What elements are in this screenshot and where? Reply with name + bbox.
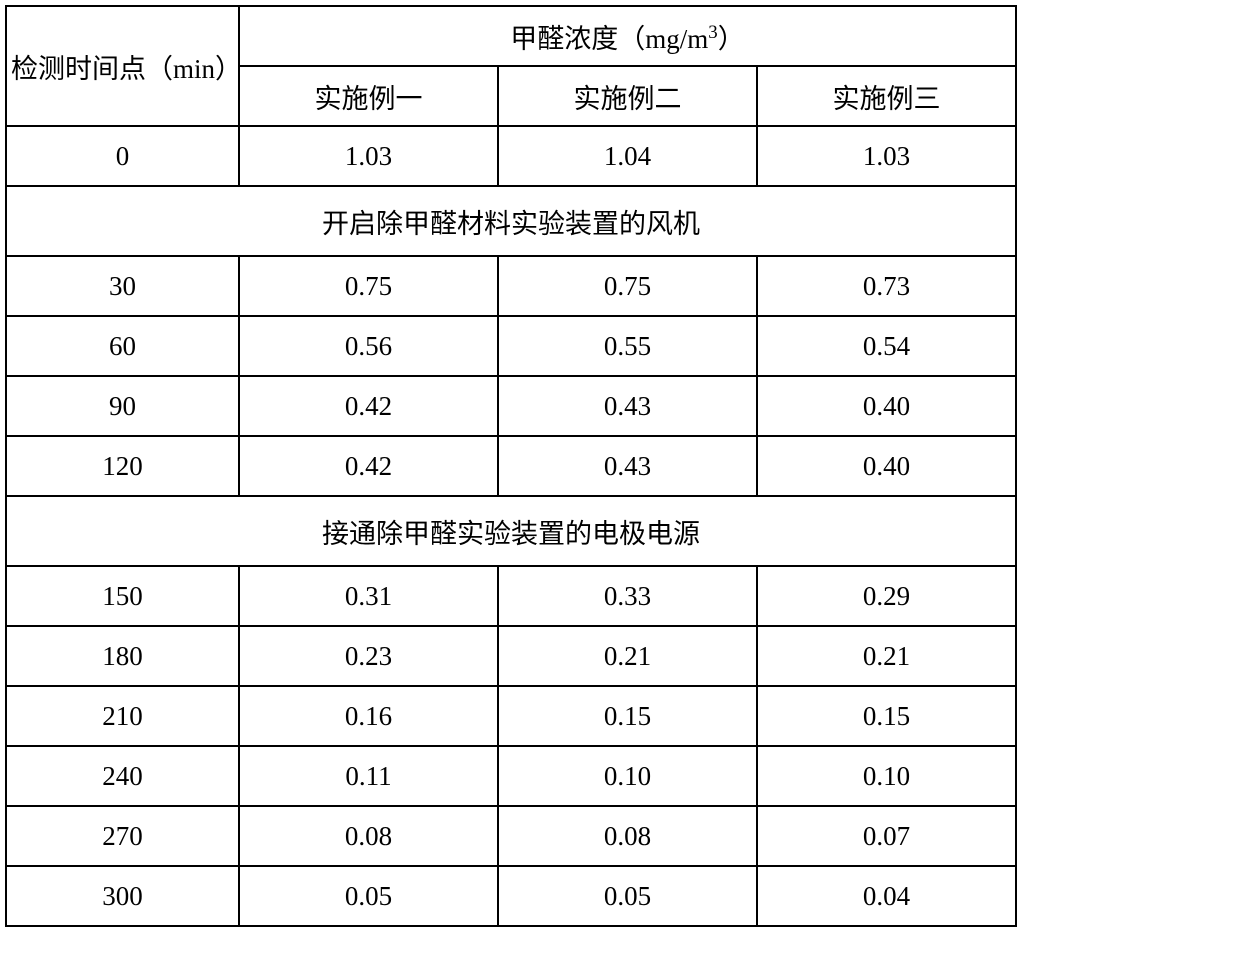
time-cell: 240 <box>6 746 239 806</box>
value-cell: 0.31 <box>239 566 498 626</box>
value-cell: 0.54 <box>757 316 1016 376</box>
table-row: 60 0.56 0.55 0.54 <box>6 316 1016 376</box>
time-header: 检测时间点（min） <box>6 6 239 126</box>
table-row: 210 0.16 0.15 0.15 <box>6 686 1016 746</box>
table-row: 0 1.03 1.04 1.03 <box>6 126 1016 186</box>
header-row-1: 检测时间点（min） 甲醛浓度（mg/m3） <box>6 6 1016 66</box>
value-cell: 1.03 <box>757 126 1016 186</box>
value-cell: 0.73 <box>757 256 1016 316</box>
value-cell: 0.05 <box>239 866 498 926</box>
value-cell: 0.11 <box>239 746 498 806</box>
concentration-table: 检测时间点（min） 甲醛浓度（mg/m3） 实施例一 实施例二 实施例三 0 … <box>5 5 1017 927</box>
value-cell: 0.40 <box>757 376 1016 436</box>
section-separator-row: 开启除甲醛材料实验装置的风机 <box>6 186 1016 256</box>
time-cell: 180 <box>6 626 239 686</box>
table-row: 150 0.31 0.33 0.29 <box>6 566 1016 626</box>
value-cell: 0.43 <box>498 436 757 496</box>
value-cell: 0.21 <box>498 626 757 686</box>
section-separator-row: 接通除甲醛实验装置的电极电源 <box>6 496 1016 566</box>
value-cell: 0.42 <box>239 436 498 496</box>
value-cell: 1.04 <box>498 126 757 186</box>
example-3-header: 实施例三 <box>757 66 1016 126</box>
concentration-header-sup: 3 <box>708 22 717 43</box>
value-cell: 0.42 <box>239 376 498 436</box>
table-row: 270 0.08 0.08 0.07 <box>6 806 1016 866</box>
value-cell: 0.05 <box>498 866 757 926</box>
time-cell: 90 <box>6 376 239 436</box>
section-separator: 接通除甲醛实验装置的电极电源 <box>6 496 1016 566</box>
value-cell: 0.75 <box>239 256 498 316</box>
time-cell: 210 <box>6 686 239 746</box>
value-cell: 0.07 <box>757 806 1016 866</box>
value-cell: 0.40 <box>757 436 1016 496</box>
value-cell: 0.08 <box>239 806 498 866</box>
example-2-header: 实施例二 <box>498 66 757 126</box>
value-cell: 0.08 <box>498 806 757 866</box>
value-cell: 1.03 <box>239 126 498 186</box>
table-row: 180 0.23 0.21 0.21 <box>6 626 1016 686</box>
value-cell: 0.15 <box>498 686 757 746</box>
value-cell: 0.33 <box>498 566 757 626</box>
value-cell: 0.23 <box>239 626 498 686</box>
concentration-header-suffix: ） <box>718 24 745 54</box>
table-row: 240 0.11 0.10 0.10 <box>6 746 1016 806</box>
table-body: 检测时间点（min） 甲醛浓度（mg/m3） 实施例一 实施例二 实施例三 0 … <box>6 6 1016 926</box>
table-row: 90 0.42 0.43 0.40 <box>6 376 1016 436</box>
time-cell: 300 <box>6 866 239 926</box>
time-cell: 30 <box>6 256 239 316</box>
value-cell: 0.55 <box>498 316 757 376</box>
section-separator: 开启除甲醛材料实验装置的风机 <box>6 186 1016 256</box>
table-row: 120 0.42 0.43 0.40 <box>6 436 1016 496</box>
time-cell: 60 <box>6 316 239 376</box>
time-cell: 150 <box>6 566 239 626</box>
table-row: 300 0.05 0.05 0.04 <box>6 866 1016 926</box>
concentration-header: 甲醛浓度（mg/m3） <box>239 6 1016 66</box>
value-cell: 0.43 <box>498 376 757 436</box>
time-cell: 270 <box>6 806 239 866</box>
value-cell: 0.10 <box>498 746 757 806</box>
value-cell: 0.29 <box>757 566 1016 626</box>
table-row: 30 0.75 0.75 0.73 <box>6 256 1016 316</box>
time-cell: 120 <box>6 436 239 496</box>
concentration-header-prefix: 甲醛浓度（mg/m <box>510 24 708 54</box>
value-cell: 0.04 <box>757 866 1016 926</box>
value-cell: 0.10 <box>757 746 1016 806</box>
value-cell: 0.16 <box>239 686 498 746</box>
time-cell: 0 <box>6 126 239 186</box>
value-cell: 0.56 <box>239 316 498 376</box>
value-cell: 0.75 <box>498 256 757 316</box>
value-cell: 0.21 <box>757 626 1016 686</box>
value-cell: 0.15 <box>757 686 1016 746</box>
example-1-header: 实施例一 <box>239 66 498 126</box>
